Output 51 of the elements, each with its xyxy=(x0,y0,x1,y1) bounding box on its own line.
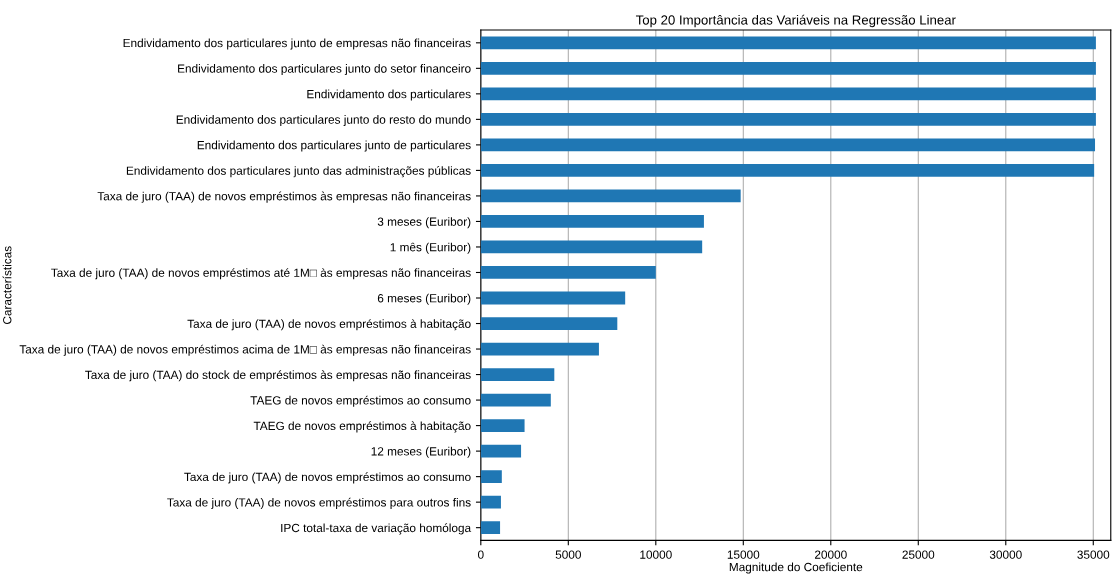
bar xyxy=(480,444,522,458)
bar xyxy=(480,368,555,381)
bar xyxy=(480,87,1096,101)
bar xyxy=(480,112,1096,126)
x-tick-label: 15000 xyxy=(727,550,760,559)
y-tick-label: Endividamento dos particulares junto de particulares xyxy=(197,140,471,152)
bar xyxy=(480,215,704,228)
y-tick-label: Taxa de juro (TAA) de novos empréstimos às empresas não financeiras xyxy=(97,191,471,203)
bar xyxy=(480,138,1096,152)
y-tick-label: 12 meses (Euribor) xyxy=(371,446,471,458)
bar xyxy=(480,291,626,305)
y-tick-label: Taxa de juro (TAA) de novos empréstimos acima de 1M□ às empresas não financeiras xyxy=(19,344,471,356)
y-axis-title: Características xyxy=(2,246,12,324)
y-tick-label: Endividamento dos particulares junto do resto do mundo xyxy=(176,115,471,127)
x-tick-label: 30000 xyxy=(989,550,1022,559)
bar xyxy=(480,266,656,279)
x-axis-title: Magnitude do Coeficiente xyxy=(729,562,863,574)
bar xyxy=(480,419,525,432)
bar xyxy=(480,61,1096,75)
x-tick-label: 20000 xyxy=(814,550,847,559)
x-tick-label: 0 xyxy=(477,550,484,559)
x-tick-label: 25000 xyxy=(902,550,935,559)
y-tick-label: Endividamento dos particulares junto de empresas não financeiras xyxy=(123,38,471,50)
y-tick-label: Endividamento dos particulares junto das administrações públicas xyxy=(126,166,471,178)
bar xyxy=(480,240,703,254)
y-tick-label: TAEG de novos empréstimos ao consumo xyxy=(250,395,471,407)
bar xyxy=(480,521,501,535)
y-tick-label: Taxa de juro (TAA) de novos empréstimos ao consumo xyxy=(184,472,471,484)
y-tick-label: Endividamento dos particulares xyxy=(307,89,471,101)
y-tick-label: TAEG de novos empréstimos à habitação xyxy=(253,421,471,433)
y-tick-label: Taxa de juro (TAA) de novos empréstimos à habitação xyxy=(187,319,471,331)
y-tick-label: Endividamento dos particulares junto do setor financeiro xyxy=(178,64,471,76)
bar xyxy=(480,470,502,484)
y-tick-label: 6 meses (Euribor) xyxy=(377,293,471,305)
bar xyxy=(480,495,501,509)
x-tick-label: 10000 xyxy=(640,550,672,559)
x-tick-label: 35000 xyxy=(1077,550,1110,559)
y-tick-label: IPC total-taxa de variação homóloga xyxy=(281,523,472,535)
y-tick-label: Taxa de juro (TAA) do stock de empréstimos às empresas não financeiras xyxy=(85,370,471,382)
y-tick-label: Taxa de juro (TAA) de novos empréstimos até 1M□ às empresas não financeiras xyxy=(51,268,471,280)
y-tick-label: 1 mês (Euribor) xyxy=(390,242,471,254)
x-tick-label: 5000 xyxy=(555,550,581,559)
bar xyxy=(480,164,1095,177)
y-tick-label: Taxa de juro (TAA) de novos empréstimos para outros fins xyxy=(167,497,471,509)
bar xyxy=(480,36,1096,50)
bar xyxy=(480,317,618,330)
bar xyxy=(480,189,741,203)
bar xyxy=(480,342,599,356)
bar xyxy=(480,393,551,407)
chart-title: Top 20 Importância das Variáveis na Regressão Linear xyxy=(635,14,956,28)
y-tick-label: 3 meses (Euribor) xyxy=(377,217,471,229)
